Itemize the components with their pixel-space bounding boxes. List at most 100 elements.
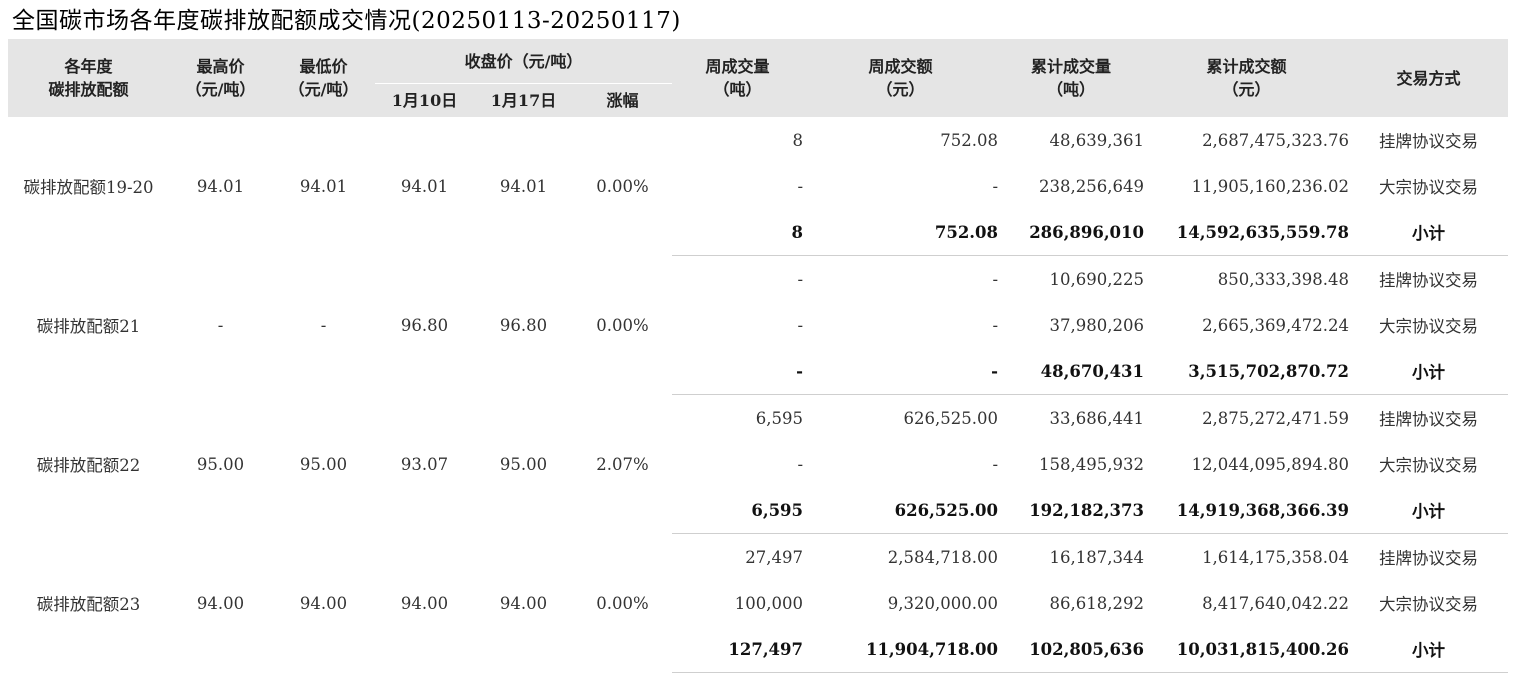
trade-mode: 小计 <box>1349 348 1509 395</box>
week-amount: - <box>803 348 999 395</box>
high-price: 95.00 <box>196 454 245 474</box>
table-row: - -48,670,431 3,515,702,870.72 小计 <box>8 348 1509 395</box>
close-jan17: 94.00 <box>499 593 548 613</box>
price-change: 0.00% <box>596 315 649 335</box>
week-volume: 27,497 <box>745 547 804 567</box>
week-amount: - <box>992 269 999 289</box>
cum-volume: 10,690,225 <box>1049 269 1145 289</box>
close-jan10: 94.01 <box>400 176 449 196</box>
week-volume: 8 <box>792 130 804 150</box>
trade-mode: 挂牌协议交易 <box>1379 549 1479 568</box>
cum-amount: 2,875,272,471.59 <box>1202 408 1350 428</box>
trade-mode: 大宗协议交易 <box>1379 317 1479 336</box>
low-price: 95.00 <box>299 454 348 474</box>
header-week-amount: 周成交额 （元） <box>803 39 999 117</box>
page-title: 全国碳市场各年度碳排放配额成交情况(20250113-20250117) <box>12 8 681 34</box>
cum-amount: 850,333,398.48 <box>1217 269 1350 289</box>
cum-volume: 286,896,010 <box>998 209 1145 256</box>
cum-volume: 48,639,361 <box>1049 130 1145 150</box>
carbon-quota-table: 各年度 碳排放配额 最高价 （元/吨） 最低价 （元/吨） 收盘价（元/吨） 周成交量… <box>8 39 1509 673</box>
low-price: - <box>320 315 327 335</box>
cum-volume: 238,256,649 <box>1039 176 1145 196</box>
table-row: 碳排放配额23 94.00 94.00 94.00 94.00 0.00% 27,497 2,… <box>8 534 1508 615</box>
cum-amount: 11,905,160,236.02 <box>1191 176 1350 196</box>
week-amount: - <box>992 454 999 474</box>
quota-name: 碳排放配额21 <box>36 317 141 336</box>
week-amount: 11,904,718.00 <box>803 626 999 673</box>
header-close-jan17: 1月17日 <box>474 83 573 117</box>
cum-amount: 8,417,640,042.22 <box>1202 593 1350 613</box>
week-volume: 100,000 <box>734 593 804 613</box>
table-row: 碳排放配额22 95.00 95.00 93.07 95.00 2.07% 6,595 626… <box>8 395 1508 476</box>
quota-name: 碳排放配额22 <box>36 456 141 475</box>
week-volume: 6,595 <box>672 487 804 534</box>
low-price: 94.00 <box>299 593 348 613</box>
close-jan10: 96.80 <box>400 315 449 335</box>
table-row: - - 238,256,649 11,905,160,236.02 大宗协议交易 <box>8 163 1508 209</box>
table-row: 100,000 9,320,000.00 86,618,292 8,417,640,0… <box>8 580 1508 626</box>
week-amount: 752.08 <box>940 130 999 150</box>
cum-volume: 102,805,636 <box>998 626 1145 673</box>
cum-volume: 48,670,431 <box>998 348 1145 395</box>
cum-amount: 10,031,815,400.26 <box>1144 626 1350 673</box>
trade-mode: 挂牌协议交易 <box>1379 271 1479 290</box>
week-volume: - <box>797 454 804 474</box>
trade-mode: 小计 <box>1349 626 1509 673</box>
close-jan10: 93.07 <box>400 454 449 474</box>
week-volume: - <box>797 315 804 335</box>
cum-volume: 86,618,292 <box>1049 593 1145 613</box>
cum-amount: 14,919,368,366.39 <box>1144 487 1350 534</box>
cum-amount: 3,515,702,870.72 <box>1144 348 1350 395</box>
week-amount: 9,320,000.00 <box>887 593 999 613</box>
header-cum-volume: 累计成交量 （吨） <box>998 39 1145 117</box>
week-volume: 127,497 <box>672 626 804 673</box>
price-change: 0.00% <box>596 176 649 196</box>
table-body: 碳排放配额19-20 94.01 94.01 94.01 94.01 0.00% 8 752.… <box>8 117 1509 673</box>
close-jan17: 94.01 <box>499 176 548 196</box>
quota-name: 碳排放配额23 <box>36 595 141 614</box>
table-row: 8 752.08 286,896,010 14,592,635,559.78 小计 <box>8 209 1509 256</box>
quota-name: 碳排放配额19-20 <box>23 178 154 198</box>
week-volume: 8 <box>672 209 804 256</box>
week-volume: - <box>672 348 804 395</box>
week-amount: 626,525.00 <box>903 408 999 428</box>
trade-mode: 小计 <box>1349 487 1509 534</box>
header-trade-mode: 交易方式 <box>1349 39 1509 117</box>
high-price: 94.00 <box>196 593 245 613</box>
week-volume: - <box>797 176 804 196</box>
week-volume: - <box>797 269 804 289</box>
table-row: 碳排放配额21 - - 96.80 96.80 0.00% - - 10,690,225 850,… <box>8 256 1508 337</box>
trade-mode: 大宗协议交易 <box>1379 595 1479 614</box>
week-amount: 2,584,718.00 <box>887 547 999 567</box>
cum-volume: 33,686,441 <box>1049 408 1145 428</box>
high-price: - <box>217 315 224 335</box>
cum-volume: 37,980,206 <box>1049 315 1145 335</box>
close-jan10: 94.00 <box>400 593 449 613</box>
cum-amount: 12,044,095,894.80 <box>1191 454 1350 474</box>
table-row: - - 158,495,932 12,044,095,894.80 大宗协议交易 <box>8 441 1508 487</box>
cum-amount: 1,614,175,358.04 <box>1202 547 1350 567</box>
cum-volume: 158,495,932 <box>1039 454 1145 474</box>
close-jan17: 95.00 <box>499 454 548 474</box>
cum-amount: 2,665,369,472.24 <box>1202 315 1350 335</box>
low-price: 94.01 <box>299 176 348 196</box>
header-year: 各年度 碳排放配额 <box>8 39 169 117</box>
cum-amount: 14,592,635,559.78 <box>1144 209 1350 256</box>
header-change: 涨幅 <box>573 83 673 117</box>
week-volume: 6,595 <box>755 408 804 428</box>
header-close-jan10: 1月10日 <box>375 83 474 117</box>
week-amount: - <box>992 315 999 335</box>
table-row: 6,595 626,525.00 192,182,373 14,919,368,366… <box>8 487 1509 534</box>
header-close-price: 收盘价（元/吨） <box>375 39 673 84</box>
week-amount: - <box>992 176 999 196</box>
high-price: 94.01 <box>196 176 245 196</box>
close-jan17: 96.80 <box>499 315 548 335</box>
cum-volume: 192,182,373 <box>998 487 1145 534</box>
header-week-volume: 周成交量 （吨） <box>672 39 804 117</box>
trade-mode: 大宗协议交易 <box>1379 456 1479 475</box>
trade-mode: 大宗协议交易 <box>1379 178 1479 197</box>
header-cum-amount: 累计成交额 （元） <box>1144 39 1350 117</box>
header-low-price: 最低价 （元/吨） <box>272 39 375 117</box>
price-change: 0.00% <box>596 593 649 613</box>
trade-mode: 小计 <box>1349 209 1509 256</box>
